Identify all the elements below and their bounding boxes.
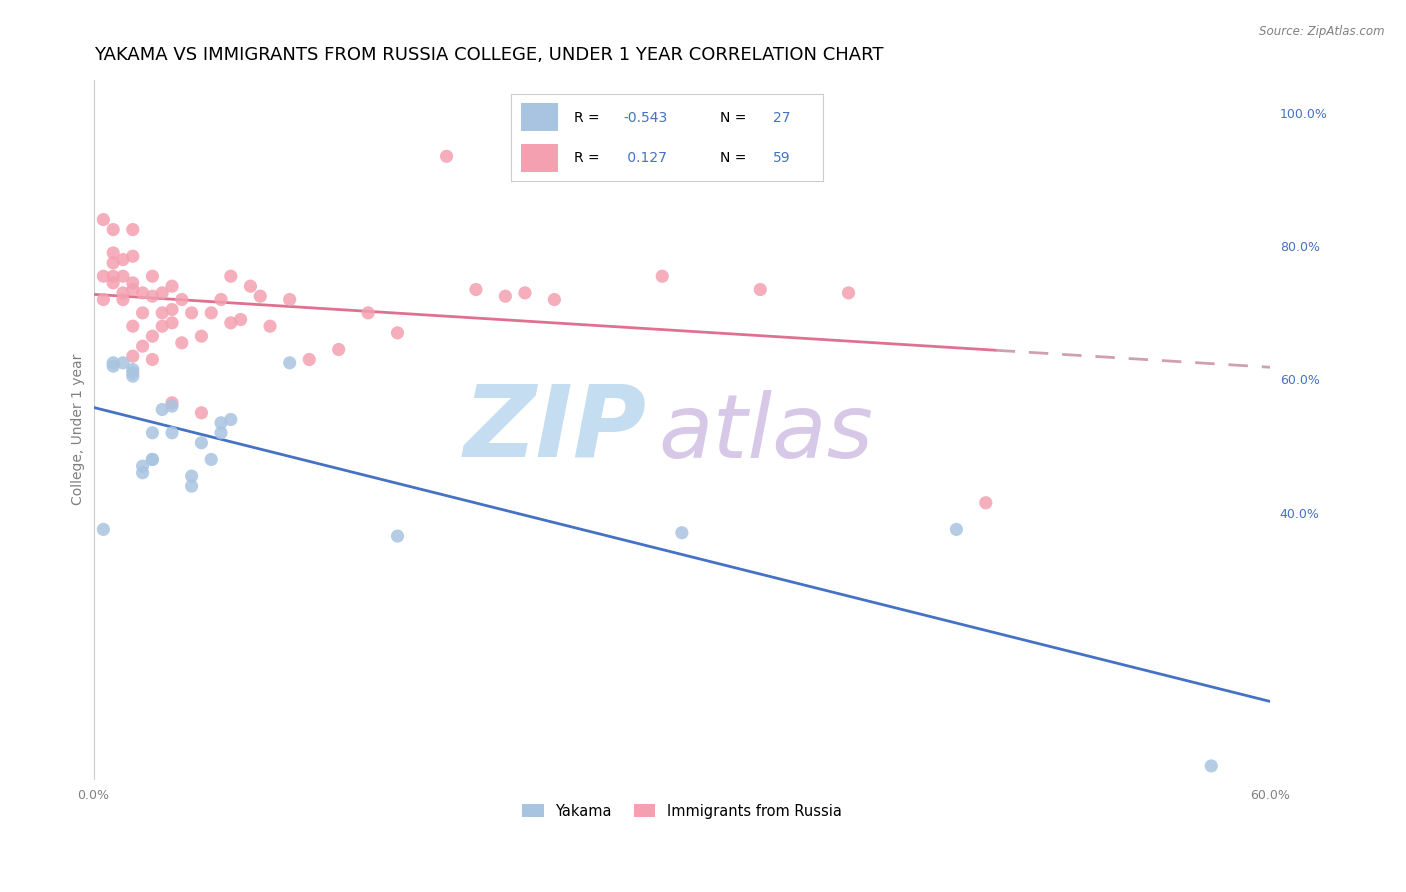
Point: [209, 416, 232, 430]
Point: [357, 306, 380, 320]
Point: [101, 269, 124, 284]
Point: [93, 293, 115, 307]
Point: [160, 279, 183, 293]
Point: [101, 246, 124, 260]
Point: [121, 276, 143, 290]
Point: [160, 316, 183, 330]
Point: [141, 452, 163, 467]
Point: [298, 352, 321, 367]
Point: [101, 256, 124, 270]
Point: [150, 402, 173, 417]
Point: [249, 289, 271, 303]
Point: [111, 269, 134, 284]
Point: [328, 343, 350, 357]
Point: [141, 425, 163, 440]
Point: [121, 319, 143, 334]
Point: [160, 302, 183, 317]
Point: [180, 479, 202, 493]
Point: [838, 285, 860, 300]
Point: [209, 425, 232, 440]
Point: [219, 269, 242, 284]
Point: [259, 319, 281, 334]
Point: [101, 359, 124, 373]
Point: [239, 279, 262, 293]
Point: [131, 285, 153, 300]
Point: [671, 525, 693, 540]
Point: [131, 306, 153, 320]
Point: [651, 269, 673, 284]
Point: [111, 293, 134, 307]
Point: [131, 339, 153, 353]
Point: [121, 349, 143, 363]
Point: [436, 149, 458, 163]
Point: [141, 289, 163, 303]
Point: [141, 352, 163, 367]
Point: [170, 335, 193, 350]
Point: [387, 529, 409, 543]
Point: [465, 283, 488, 297]
Point: [141, 329, 163, 343]
Point: [111, 356, 134, 370]
Point: [180, 469, 202, 483]
Point: [111, 285, 134, 300]
Point: [101, 276, 124, 290]
Point: [121, 362, 143, 376]
Point: [387, 326, 409, 340]
Point: [111, 252, 134, 267]
Point: [1201, 759, 1223, 773]
Legend: Yakama, Immigrants from Russia: Yakama, Immigrants from Russia: [516, 797, 848, 824]
Point: [93, 269, 115, 284]
Point: [190, 406, 212, 420]
Point: [101, 222, 124, 236]
Point: [219, 316, 242, 330]
Point: [974, 496, 997, 510]
Point: [160, 425, 183, 440]
Point: [513, 285, 536, 300]
Point: [93, 212, 115, 227]
Point: [190, 329, 212, 343]
Point: [93, 523, 115, 537]
Point: [749, 283, 772, 297]
Point: [121, 369, 143, 384]
Point: [150, 285, 173, 300]
Text: ZIP: ZIP: [464, 381, 647, 478]
Point: [121, 249, 143, 263]
Point: [190, 435, 212, 450]
Point: [160, 399, 183, 413]
Point: [141, 269, 163, 284]
Point: [131, 459, 153, 474]
Point: [141, 452, 163, 467]
Point: [209, 293, 232, 307]
Point: [200, 306, 222, 320]
Point: [121, 283, 143, 297]
Text: Source: ZipAtlas.com: Source: ZipAtlas.com: [1260, 25, 1385, 38]
Point: [131, 466, 153, 480]
Point: [160, 396, 183, 410]
Point: [278, 293, 301, 307]
Point: [278, 356, 301, 370]
Point: [121, 222, 143, 236]
Point: [219, 412, 242, 426]
Y-axis label: College, Under 1 year: College, Under 1 year: [72, 354, 86, 505]
Point: [494, 289, 516, 303]
Point: [180, 306, 202, 320]
Point: [101, 356, 124, 370]
Text: atlas: atlas: [658, 390, 873, 476]
Point: [200, 452, 222, 467]
Point: [229, 312, 252, 326]
Point: [121, 366, 143, 380]
Point: [150, 306, 173, 320]
Point: [150, 319, 173, 334]
Point: [543, 293, 565, 307]
Point: [170, 293, 193, 307]
Point: [945, 523, 967, 537]
Text: YAKAMA VS IMMIGRANTS FROM RUSSIA COLLEGE, UNDER 1 YEAR CORRELATION CHART: YAKAMA VS IMMIGRANTS FROM RUSSIA COLLEGE…: [94, 46, 883, 64]
